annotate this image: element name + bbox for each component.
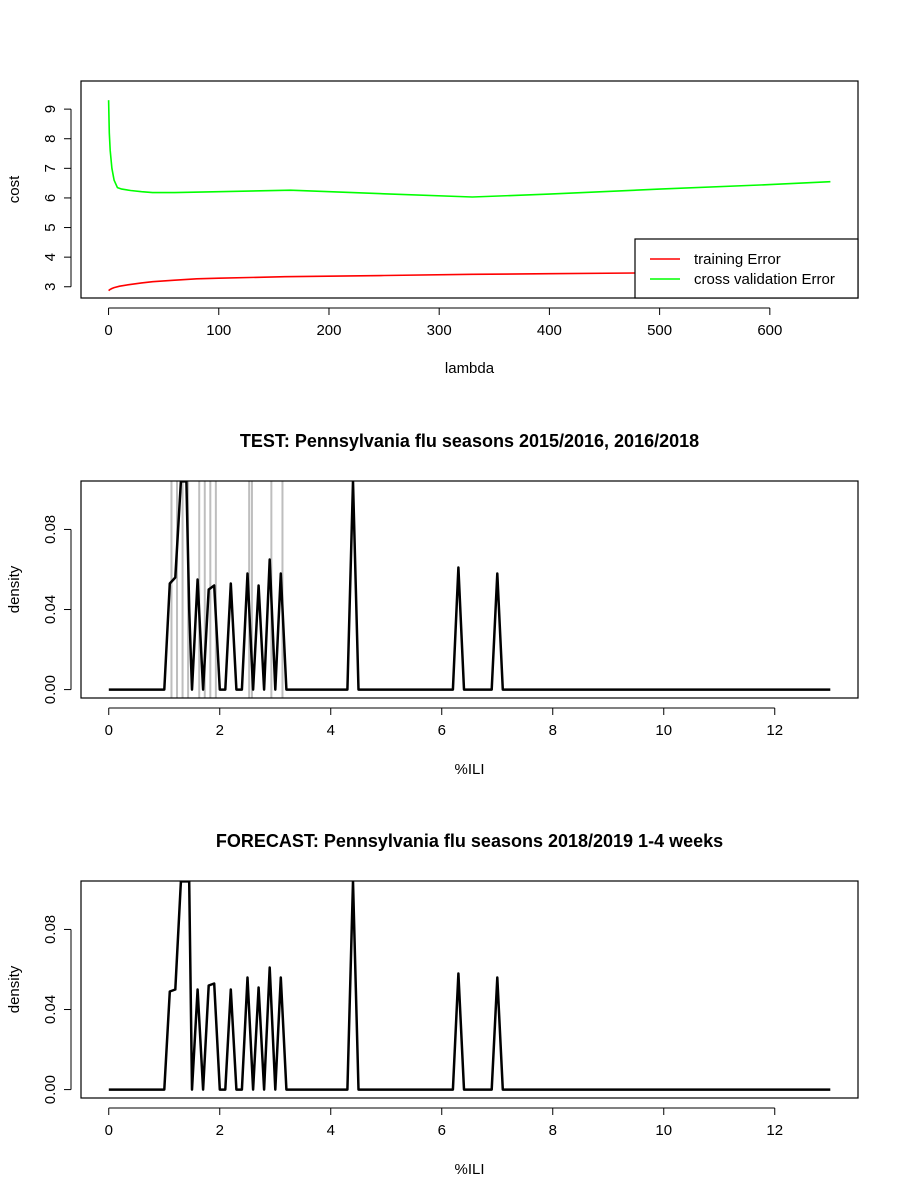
x-axis-label: lambda bbox=[445, 360, 495, 377]
x-tick-label: 0 bbox=[104, 322, 112, 339]
x-tick-label: 2 bbox=[216, 1122, 224, 1139]
legend-entry: training Error bbox=[694, 251, 781, 268]
chart-panel-1: 0 100 200 300 400 500 600 3 4 5 6 7 8 9 lambda cost trai… bbox=[6, 80, 859, 377]
x-tick-label: 400 bbox=[537, 322, 562, 339]
y-tick-label: 0.00 bbox=[42, 1075, 59, 1104]
y-tick-label: 7 bbox=[42, 164, 59, 172]
y-axis-label: cost bbox=[6, 175, 23, 203]
y-tick-label: 3 bbox=[42, 283, 59, 291]
series-line-training-error bbox=[108, 270, 831, 292]
legend-entry: cross validation Error bbox=[694, 271, 835, 288]
y-tick-label: 6 bbox=[42, 194, 59, 202]
series-line-cross-validation-error bbox=[107, 100, 831, 198]
x-tick-label: 2 bbox=[216, 722, 224, 739]
legend-box bbox=[634, 238, 859, 299]
x-tick-label: 4 bbox=[327, 722, 335, 739]
density-line bbox=[108, 481, 831, 691]
y-tick-label: 9 bbox=[42, 105, 59, 113]
x-tick-label: 12 bbox=[766, 722, 783, 739]
x-tick-label: 8 bbox=[549, 1122, 557, 1139]
legend: training Error cross validation Error bbox=[634, 238, 859, 299]
y-tick-label: 0.04 bbox=[42, 595, 59, 624]
plot-area bbox=[107, 100, 831, 292]
y-tick-label: 5 bbox=[42, 223, 59, 231]
chart-title: TEST: Pennsylvania flu seasons 2015/2016… bbox=[240, 431, 699, 451]
x-tick-label: 6 bbox=[438, 1122, 446, 1139]
x-tick-label: 0 bbox=[105, 1122, 113, 1139]
x-tick-label: 6 bbox=[438, 722, 446, 739]
y-tick-label: 0.04 bbox=[42, 995, 59, 1024]
x-tick-label: 200 bbox=[316, 322, 341, 339]
chart-panel-2: TEST: Pennsylvania flu seasons 2015/2016… bbox=[6, 431, 859, 778]
x-axis-label: %ILI bbox=[454, 761, 484, 778]
plot-area bbox=[108, 881, 831, 1091]
x-tick-label: 0 bbox=[105, 722, 113, 739]
x-tick-label: 500 bbox=[647, 322, 672, 339]
x-tick-label: 600 bbox=[757, 322, 782, 339]
y-tick-label: 0.00 bbox=[42, 675, 59, 704]
y-axis-label: density bbox=[6, 965, 23, 1013]
plot-area bbox=[108, 481, 831, 698]
x-tick-label: 10 bbox=[655, 722, 672, 739]
y-tick-label: 0.08 bbox=[42, 515, 59, 544]
y-tick-label: 0.08 bbox=[42, 915, 59, 944]
plot-frame bbox=[80, 80, 859, 299]
y-tick-label: 8 bbox=[42, 135, 59, 143]
x-tick-label: 8 bbox=[549, 722, 557, 739]
x-axis-label: %ILI bbox=[454, 1161, 484, 1178]
plot-frame bbox=[80, 880, 859, 1099]
density-line bbox=[108, 881, 831, 1091]
plot-frame bbox=[80, 480, 859, 699]
x-tick-label: 100 bbox=[206, 322, 231, 339]
x-tick-label: 12 bbox=[766, 1122, 783, 1139]
chart-panel-3: FORECAST: Pennsylvania flu seasons 2018/… bbox=[6, 831, 859, 1178]
x-tick-label: 4 bbox=[327, 1122, 335, 1139]
x-tick-label: 300 bbox=[427, 322, 452, 339]
x-tick-label: 10 bbox=[655, 1122, 672, 1139]
y-axis-label: density bbox=[6, 565, 23, 613]
chart-title: FORECAST: Pennsylvania flu seasons 2018/… bbox=[216, 831, 723, 851]
y-tick-label: 4 bbox=[42, 253, 59, 261]
